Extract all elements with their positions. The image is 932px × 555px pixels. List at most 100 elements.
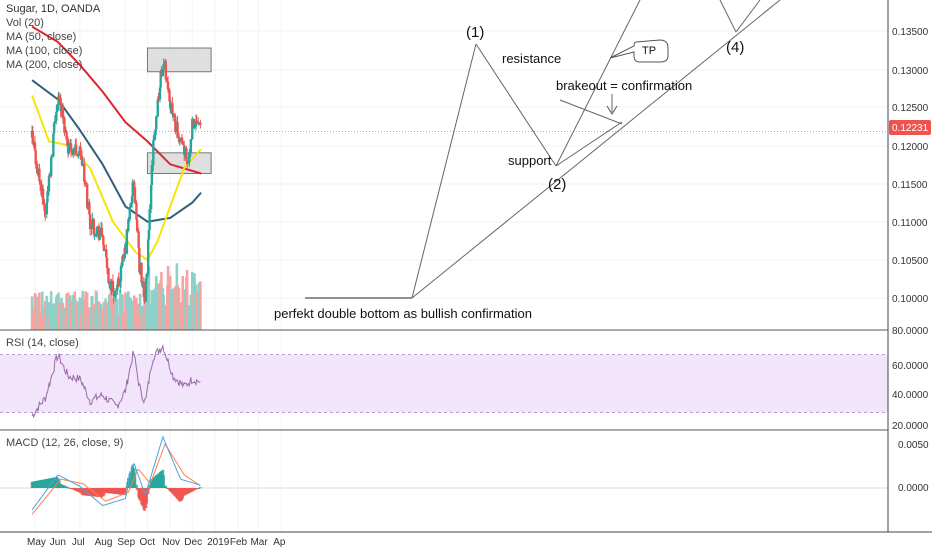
macd-histogram-bar — [157, 473, 160, 488]
volume-bar — [41, 316, 45, 330]
candle-body — [143, 297, 146, 302]
candle-body — [125, 229, 129, 254]
volume-bar — [138, 293, 142, 330]
macd-histogram-bar — [150, 479, 154, 488]
candle-body — [83, 181, 87, 183]
macd-histogram-bar — [135, 488, 139, 491]
legend-ma100: MA (100, close) — [6, 45, 83, 57]
candle-body — [119, 281, 122, 286]
candle-body — [183, 147, 187, 155]
candle-body — [130, 196, 134, 205]
volume-bar — [88, 306, 92, 330]
volume-bar — [112, 302, 115, 330]
resistance-label: resistance — [502, 51, 561, 66]
macd-histogram-bar — [110, 488, 113, 494]
macd-histogram-bar — [67, 487, 71, 489]
macd-histogram-bar — [41, 479, 45, 488]
candle-body — [160, 70, 163, 77]
macd-histogram-bar — [81, 488, 85, 496]
candle-body — [131, 181, 134, 197]
macd-histogram-bar — [141, 488, 144, 506]
candle-body — [91, 219, 94, 227]
candle-body — [148, 209, 151, 230]
volume-bar — [86, 314, 90, 330]
volume-bar — [38, 312, 42, 330]
price-axis[interactable]: 0.13500 0.13000 0.12500 0.12000 0.11500 … — [892, 27, 929, 305]
volume-bar — [117, 316, 121, 330]
candle-body — [178, 137, 181, 142]
support-label: support — [508, 153, 552, 168]
macd-histogram-bar — [138, 488, 142, 501]
candle-body — [190, 139, 193, 141]
candle-body — [141, 281, 144, 283]
volume-bar — [148, 304, 151, 330]
macd-histogram-bar — [169, 488, 173, 492]
chart-legend[interactable]: Sugar, 1D, OANDA Vol (20) MA (50, close)… — [6, 2, 100, 72]
rsi-axis[interactable]: 80.0000 60.0000 40.0000 20.0000 — [892, 326, 929, 432]
macd-signal-line — [31, 442, 201, 515]
channel-lower-line — [555, 121, 623, 167]
macd-histogram-bar — [60, 484, 63, 488]
candle-body — [173, 113, 176, 117]
macd-histogram-bar — [79, 488, 82, 494]
macd-histogram-bar — [183, 488, 187, 496]
candle-body — [65, 131, 68, 140]
volume-bar — [116, 299, 119, 330]
candle-body — [92, 219, 95, 235]
breakout-arrow-head — [606, 105, 618, 115]
macd-histogram-bar — [166, 488, 170, 489]
volume-bar — [98, 310, 101, 330]
volume-bar — [46, 305, 49, 330]
macd-histogram-bar — [154, 475, 158, 488]
macd-histogram-bar — [181, 488, 185, 499]
macd-histogram-bar — [160, 471, 163, 488]
time-tick: Nov — [162, 537, 180, 548]
volume-bar — [195, 291, 198, 330]
rsi-band — [0, 354, 888, 413]
moving-averages — [0, 25, 888, 262]
price-tick: 0.13000 — [892, 66, 929, 77]
macd-histogram-bar — [148, 484, 151, 488]
volume-bar — [141, 305, 144, 330]
candle-body — [185, 147, 188, 161]
candle-body — [199, 122, 202, 125]
macd-histogram-bar — [88, 488, 92, 496]
candle-body — [52, 123, 56, 134]
macd-histogram-bar — [43, 479, 47, 488]
volume-bar — [65, 293, 68, 330]
volume-bar — [84, 291, 88, 330]
volume-bar — [171, 288, 175, 330]
macd-histogram-bar — [176, 488, 179, 500]
macd-histogram-bar — [32, 481, 35, 488]
candle-body — [122, 256, 125, 259]
volume-bar — [85, 292, 89, 330]
candle-body — [185, 160, 189, 164]
candle-body — [159, 70, 162, 88]
candle-body — [142, 281, 145, 298]
volume-bar — [143, 292, 146, 330]
volume-bar — [50, 303, 54, 330]
candle-body — [158, 87, 162, 100]
rsi-label: RSI (14, close) — [6, 337, 79, 349]
macd-histogram-bar — [114, 488, 118, 495]
volume-bar — [47, 301, 51, 330]
price-tick: 0.10500 — [892, 256, 929, 267]
candle-body — [140, 262, 143, 283]
volume-bar — [34, 294, 38, 330]
rsi-tick: 60.0000 — [892, 361, 929, 372]
volume-bar — [30, 296, 34, 330]
rsi-tick: 20.0000 — [892, 421, 929, 432]
candle-body — [176, 122, 179, 138]
volume-bar — [119, 311, 123, 330]
candle-body — [111, 280, 115, 292]
volume-bar — [100, 310, 104, 330]
price-tick: 0.12500 — [892, 103, 929, 114]
candle-body — [41, 188, 45, 205]
time-axis[interactable]: May Jun Jul Aug Sep Oct Nov Dec 2019 Feb Mar Ap — [27, 537, 286, 548]
candle-body — [83, 163, 86, 182]
macd-histogram-bar — [102, 488, 106, 496]
candle-body — [112, 291, 115, 297]
macd-axis[interactable]: 0.0050 0.0000 — [898, 440, 929, 494]
